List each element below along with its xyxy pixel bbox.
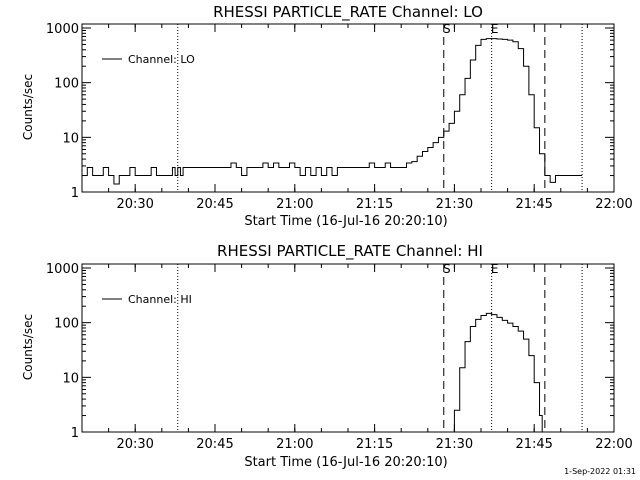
x-tick-label: 20:45 [196, 197, 233, 212]
x-tick-label: 22:00 [595, 437, 632, 452]
time-marker-label: E [491, 262, 499, 276]
y-axis-label: Counts/sec [21, 314, 35, 380]
x-tick-label: 21:00 [276, 197, 313, 212]
y-tick-label: 100 [54, 77, 79, 92]
series-line [82, 38, 583, 185]
series-line [451, 312, 543, 433]
plot-area: 20:30 20:45 21:00 21:15 21:30 21:45 22:00 1 10 10… [46, 22, 633, 212]
y-tick-label: 10 [62, 371, 79, 386]
plot-area: 20:30 20:45 21:00 21:15 21:30 21:45 22:00 1 10 10… [46, 262, 633, 452]
x-tick-label: 21:45 [515, 437, 552, 452]
legend-label: Channel: HI [128, 293, 192, 306]
y-tick-label: 1 [71, 186, 79, 201]
x-tick-label: 22:00 [595, 197, 632, 212]
x-tick-label: 20:30 [116, 197, 153, 212]
y-tick-label: 1 [71, 426, 79, 441]
x-axis-label: Start Time (16-Jul-16 20:20:10) [244, 214, 447, 229]
x-tick-label: 21:15 [356, 197, 393, 212]
axes-frame [81, 263, 615, 433]
y-axis-label: Counts/sec [21, 74, 35, 140]
x-axis-label: Start Time (16-Jul-16 20:20:10) [244, 455, 447, 470]
x-tick-label: 21:30 [436, 197, 473, 212]
time-marker-label: S [443, 262, 451, 276]
y-tick-label: 10 [62, 131, 79, 146]
footer-timestamp: 1-Sep-2022 01:31 [564, 467, 636, 476]
y-tick-label: 100 [54, 317, 79, 332]
x-tick-label: 21:00 [276, 437, 313, 452]
x-tick-label: 21:45 [515, 197, 552, 212]
chart-title: RHESSI PARTICLE_RATE Channel: LO [213, 3, 483, 22]
legend-label: Channel: LO [128, 53, 195, 66]
chart-panel-hi: RHESSI PARTICLE_RATE Channel: HI Counts/… [21, 242, 633, 470]
time-marker-label: E [491, 22, 499, 36]
time-marker-label: S [443, 22, 451, 36]
x-tick-label: 20:45 [196, 437, 233, 452]
x-tick-label: 21:30 [436, 437, 473, 452]
x-tick-label: 21:15 [356, 437, 393, 452]
y-tick-label: 1000 [46, 262, 79, 277]
y-tick-label: 1000 [46, 22, 79, 37]
x-tick-label: 20:30 [116, 437, 153, 452]
chart-title: RHESSI PARTICLE_RATE Channel: HI [217, 242, 483, 261]
chart-panel-lo: RHESSI PARTICLE_RATE Channel: LO Counts/… [21, 3, 633, 229]
